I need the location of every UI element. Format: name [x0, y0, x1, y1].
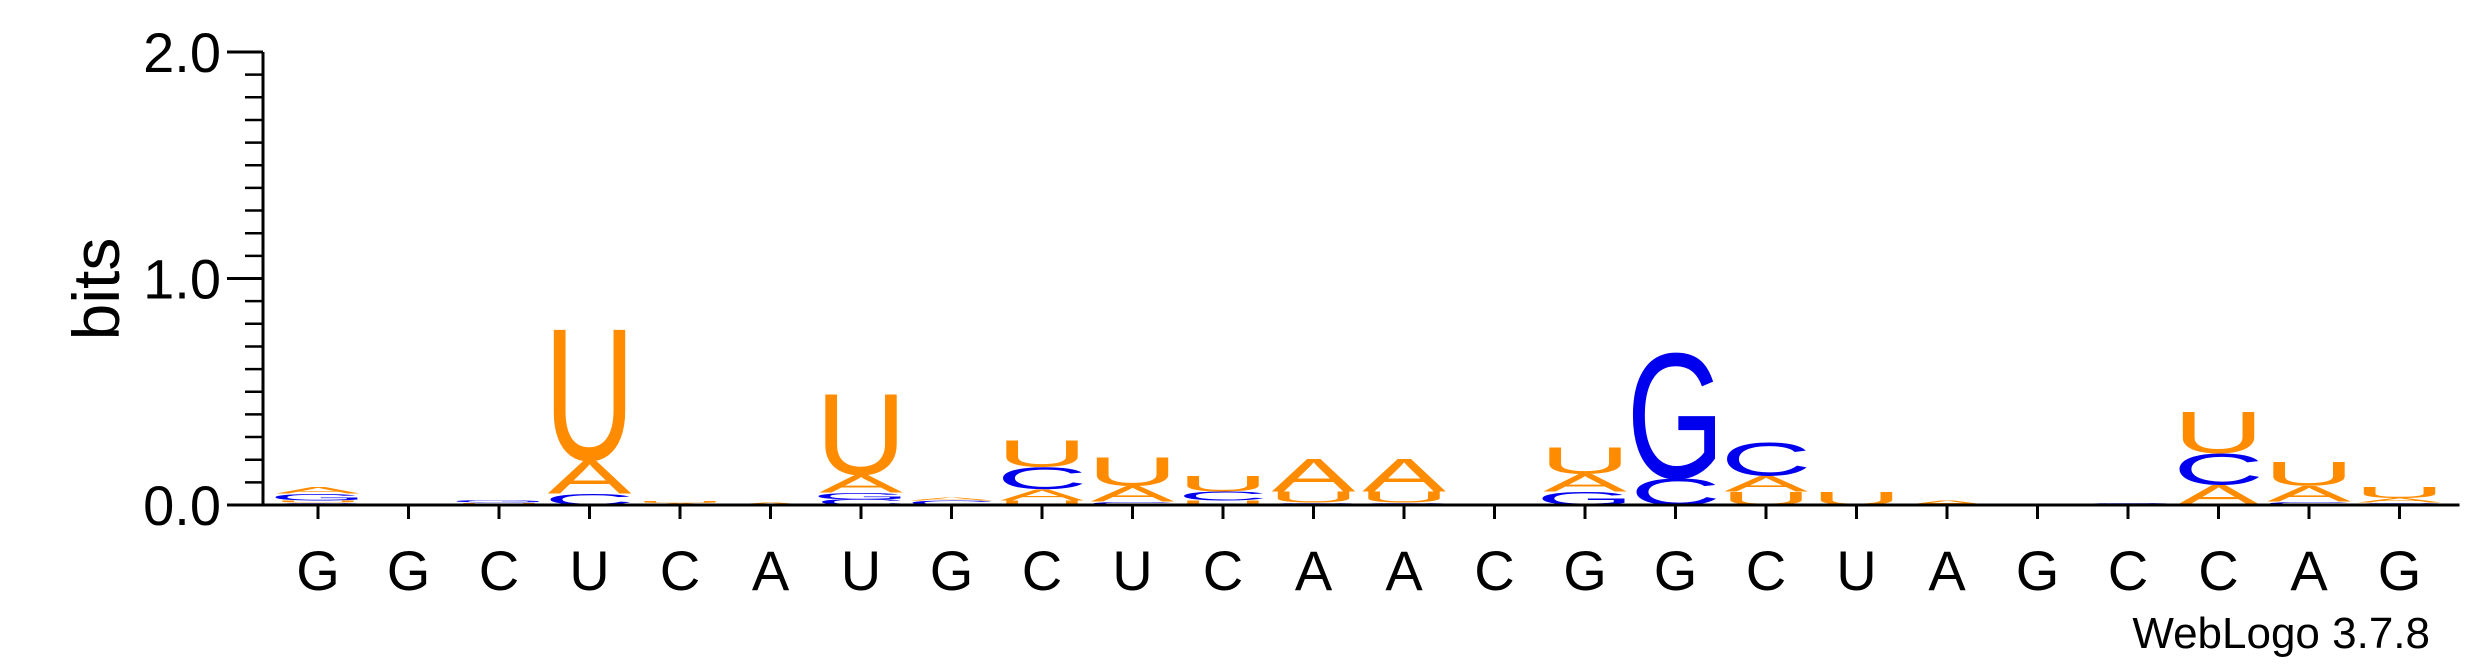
- logo-letter-g: G: [269, 492, 367, 503]
- x-tick-label: G: [930, 539, 974, 602]
- logo-letter-g: G: [1627, 316, 1725, 516]
- x-tick-label: G: [2016, 539, 2060, 602]
- logo-letter-g: G: [450, 499, 548, 503]
- logo-letter-u: U: [1359, 489, 1450, 507]
- logo-letter-u: U: [2264, 455, 2355, 494]
- logo-letter-a: A: [1000, 486, 1084, 504]
- x-tick-label: G: [296, 539, 340, 602]
- logo-letter-u: U: [273, 500, 364, 504]
- logo-letter-a: A: [819, 470, 904, 498]
- logo-stacks: CUGAUGCAUAUACGAUCAUACUCAUUCUCUACUAGAUCGU…: [269, 289, 2445, 516]
- x-tick-label: C: [2108, 539, 2148, 602]
- x-tick-label: C: [1474, 539, 1514, 602]
- logo-letter-u: U: [1178, 472, 1269, 497]
- logo-letter-u: U: [2173, 399, 2264, 466]
- x-tick-label: C: [479, 539, 519, 602]
- logo-letter-c: C: [1721, 433, 1812, 486]
- y-tick-label: 1.0: [143, 248, 221, 311]
- logo-letter-a: A: [1905, 499, 1990, 506]
- logo-letter-g: G: [812, 491, 910, 502]
- weblogo-credit: WebLogo 3.7.8: [2132, 609, 2430, 658]
- logo-letter-c: C: [1087, 501, 1178, 506]
- logo-letter-c: C: [1178, 489, 1269, 503]
- x-tick-label: A: [752, 539, 790, 602]
- logo-letter-a: A: [1724, 472, 1809, 497]
- y-tick-label: 0.0: [143, 474, 221, 537]
- logo-letter-u: U: [1178, 499, 1269, 506]
- x-tick-label: C: [2198, 539, 2238, 602]
- x-tick-label: C: [1746, 539, 1786, 602]
- logo-letter-c: C: [2173, 445, 2264, 494]
- logo-letter-a: A: [2267, 482, 2352, 507]
- x-tick-label: G: [1563, 539, 1607, 602]
- x-tick-label: U: [1836, 539, 1876, 602]
- logo-letter-c: C: [2264, 501, 2355, 506]
- logo-letter-u: U: [1268, 489, 1359, 507]
- logo-letter-a: A: [1091, 482, 1176, 507]
- x-tick-label: A: [2290, 539, 2328, 602]
- logo-letter-c: C: [816, 498, 907, 507]
- x-tick-label: C: [660, 539, 700, 602]
- x-tick-label: U: [569, 539, 609, 602]
- logo-letter-u: U: [816, 369, 907, 500]
- logo-letter-c: C: [906, 499, 997, 506]
- logo-letter-a: A: [276, 485, 361, 496]
- logo-letter-u: U: [1087, 449, 1178, 495]
- x-tick-label: U: [841, 539, 881, 602]
- logo-letter-a: A: [1272, 449, 1357, 502]
- logo-letter-u: U: [1540, 439, 1631, 481]
- x-tick-label: U: [1112, 539, 1152, 602]
- x-tick-label: G: [387, 539, 431, 602]
- logo-letter-u: U: [997, 499, 1088, 506]
- x-tick-label: A: [1295, 539, 1333, 602]
- x-tick-label: G: [2378, 539, 2422, 602]
- logo-letter-u: U: [635, 500, 726, 504]
- x-tick-label: C: [1203, 539, 1243, 602]
- x-tick-label: A: [1385, 539, 1423, 602]
- y-axis: 0.0 1.0 2.0: [143, 21, 265, 537]
- x-tick-label: C: [1022, 539, 1062, 602]
- y-axis-title: bits: [59, 238, 133, 341]
- logo-letter-c: C: [997, 461, 1088, 496]
- logo-letter-a: A: [548, 451, 633, 504]
- x-tick-label: G: [1654, 539, 1698, 602]
- logo-letter-a: A: [1362, 449, 1447, 502]
- x-tick-label: A: [1928, 539, 1966, 602]
- logo-letter-u: U: [544, 289, 635, 500]
- logo-letter-u: U: [2354, 484, 2445, 502]
- logo-letter-a: A: [2358, 497, 2443, 504]
- y-tick-label: 2.0: [143, 21, 221, 84]
- logo-letter-u: U: [997, 432, 1088, 474]
- logo-letter-a: A: [910, 496, 995, 501]
- logo-letter-a: A: [1543, 469, 1628, 497]
